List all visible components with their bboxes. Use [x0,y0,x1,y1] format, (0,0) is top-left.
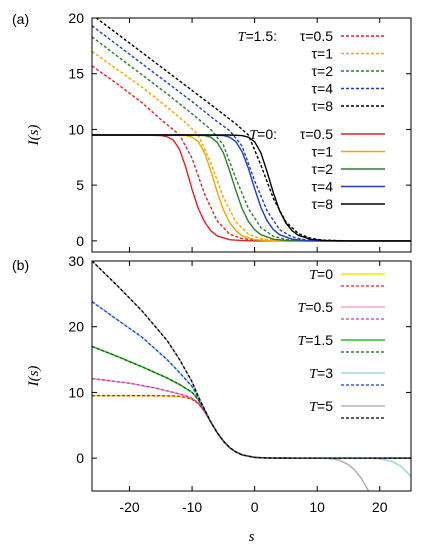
x-tick-label: 20 [372,499,388,515]
legend-label: T=0 [309,266,333,283]
x-tick-label: 10 [309,499,325,515]
legend-label: τ=2 [312,161,334,177]
legend-var: T [309,367,318,382]
x-tick-label: -20 [119,499,139,515]
legend-eq: =5 [317,398,333,414]
y-tick-label: 20 [68,10,84,26]
panel-a: (a)05101520I(s)τ=0.5τ=1τ=2τ=4τ=8T=1.5:τ=… [12,10,412,253]
series-line-9 [92,261,411,459]
legend-group-prefix: T=0: [249,126,277,143]
y-tick-label: 5 [76,177,84,193]
legend-group-eq: =1.5: [245,28,277,44]
y-axis-title: I(s) [26,366,42,388]
legend: T=0T=0.5T=1.5T=3T=5 [298,266,385,419]
series-line-1 [92,50,411,242]
y-tick-label: 0 [76,233,84,249]
series-line-8 [92,301,411,459]
legend-label: τ=0.5 [300,126,333,142]
y-tick-label: 30 [68,253,84,269]
legend-var: T [298,334,307,349]
legend-group-var: T [249,128,258,143]
y-axis-title: I(s) [26,125,42,147]
legend-eq: =0.5 [305,299,333,315]
legend-label: τ=1 [312,144,334,160]
series-line-5 [92,395,411,459]
x-axis-title: s [249,529,255,545]
x-tick-label: 0 [251,499,259,515]
legend-label: τ=0.5 [300,28,333,44]
legend-var: T [309,400,318,415]
series-line-7 [92,345,411,459]
legend: τ=0.5τ=1τ=2τ=4τ=8T=1.5:τ=0.5τ=1τ=2τ=4τ=8… [238,28,385,212]
legend-label: T=5 [309,398,333,415]
series-line-9 [92,134,411,242]
plot-frame [91,17,412,253]
legend-label: τ=4 [312,179,334,195]
legend-label: τ=1 [312,46,334,62]
y-tick-label: 10 [68,384,84,400]
legend-label: τ=4 [312,81,334,97]
x-tick-label: -10 [182,499,202,515]
legend-label: T=0.5 [298,299,334,316]
y-tick-label: 15 [68,66,84,82]
legend-label: τ=2 [312,63,334,79]
series-line-2 [92,345,411,459]
legend-eq: =3 [317,365,333,381]
legend-eq: =1.5 [305,332,333,348]
panel-label: (a) [12,11,29,27]
legend-eq: =0 [317,266,333,282]
legend-var: T [298,301,307,316]
series-line-3 [92,301,411,478]
legend-label: T=3 [309,365,333,382]
legend-group-prefix: T=1.5: [238,28,277,45]
legend-group-eq: =0: [257,126,277,142]
plot-frame [91,260,412,492]
series-line-0 [92,65,411,242]
series-group [92,18,411,242]
series-group [92,261,411,491]
series-line-0 [92,394,411,459]
series-line-5 [92,134,411,242]
legend-label: τ=8 [312,196,334,212]
legend-label: τ=8 [312,98,334,114]
panel-label: (b) [12,257,29,273]
y-tick-label: 10 [68,121,84,137]
legend-label: T=1.5 [298,332,334,349]
y-tick-label: 20 [68,319,84,335]
legend-group-var: T [238,30,247,45]
legend-var: T [309,268,318,283]
y-tick-label: 0 [76,450,84,466]
